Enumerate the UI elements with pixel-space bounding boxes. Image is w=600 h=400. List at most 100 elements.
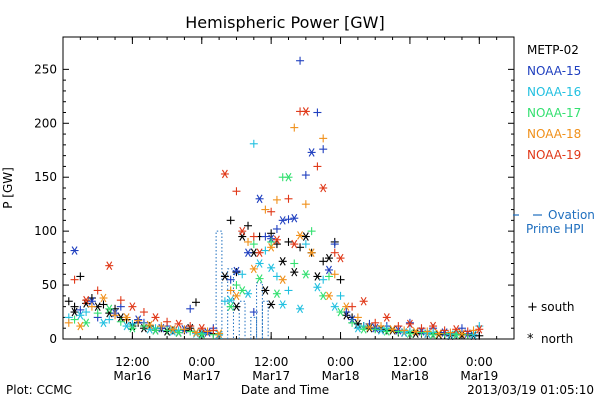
data-points bbox=[64, 56, 484, 341]
south-point bbox=[290, 123, 299, 132]
south-point bbox=[348, 302, 357, 311]
x-tick-label-time: 12:00 bbox=[254, 355, 289, 369]
north-point bbox=[70, 307, 79, 317]
north-point bbox=[99, 318, 108, 328]
south-point bbox=[261, 205, 270, 214]
south-point bbox=[319, 257, 328, 266]
legend: METP-02 NOAA-15 NOAA-16 NOAA-17 NOAA-18 NOAA-… bbox=[527, 43, 581, 162]
south-point bbox=[469, 326, 478, 335]
north-point bbox=[324, 265, 333, 275]
north-point bbox=[336, 307, 345, 317]
north-point bbox=[255, 274, 264, 283]
north-point bbox=[475, 325, 484, 334]
north-point bbox=[301, 107, 310, 116]
south-point bbox=[226, 275, 235, 284]
south-point bbox=[186, 322, 195, 331]
south-point bbox=[272, 272, 281, 281]
model-step bbox=[250, 316, 258, 339]
north-point bbox=[128, 323, 137, 333]
north-point bbox=[307, 148, 316, 157]
north-point bbox=[99, 293, 108, 303]
north-point bbox=[226, 295, 235, 305]
south-point bbox=[377, 322, 386, 331]
north-point bbox=[313, 282, 322, 292]
south-point bbox=[116, 317, 125, 326]
ovation-prime-model-line bbox=[215, 230, 269, 339]
south-point bbox=[180, 325, 189, 334]
south-point bbox=[232, 281, 241, 290]
south-point bbox=[191, 298, 200, 307]
x-tick-label-date: Mar17 bbox=[183, 369, 221, 383]
legend-item: NOAA-19 bbox=[527, 148, 581, 162]
north-point bbox=[122, 313, 131, 322]
south-point bbox=[139, 322, 148, 331]
north-point bbox=[168, 325, 177, 334]
north-point bbox=[290, 239, 299, 249]
south-point bbox=[134, 316, 143, 325]
north-point bbox=[324, 291, 333, 301]
south-point bbox=[116, 296, 125, 305]
south-point bbox=[139, 308, 148, 317]
y-axis: 0 50 100 150 200 250 bbox=[34, 62, 514, 346]
north-point bbox=[365, 322, 374, 332]
south-point bbox=[348, 318, 357, 327]
plot-credit: Plot: CCMC bbox=[6, 383, 72, 397]
model-legend: Ovation Prime HPI bbox=[513, 208, 595, 236]
south-point bbox=[249, 232, 258, 241]
marker-legend: + south * north bbox=[527, 300, 575, 347]
south-point bbox=[440, 326, 449, 335]
south-point bbox=[232, 187, 241, 196]
north-point bbox=[405, 329, 414, 338]
x-tick-label-date: Mar17 bbox=[252, 369, 290, 383]
north-point bbox=[359, 296, 368, 306]
north-point bbox=[434, 329, 443, 338]
x-tick-label-time: 0:00 bbox=[188, 355, 215, 369]
north-point bbox=[278, 216, 287, 225]
north-point bbox=[429, 321, 438, 331]
south-point bbox=[157, 322, 166, 331]
south-point bbox=[405, 318, 414, 327]
south-point bbox=[301, 240, 310, 249]
north-point bbox=[197, 330, 206, 339]
north-point bbox=[82, 295, 91, 305]
north-point bbox=[278, 275, 287, 284]
south-point bbox=[64, 297, 73, 306]
north-point bbox=[272, 289, 281, 298]
model-legend-line1: Ovation bbox=[548, 208, 595, 222]
north-point bbox=[105, 261, 114, 270]
north-point bbox=[296, 304, 305, 314]
south-point bbox=[249, 308, 258, 317]
y-tick-label: 200 bbox=[34, 116, 57, 130]
x-tick-label-time: 0:00 bbox=[466, 355, 493, 369]
south-point bbox=[82, 308, 91, 317]
x-axis: 12:00Mar160:00Mar1712:00Mar170:00Mar1812… bbox=[62, 37, 515, 383]
south-point bbox=[319, 275, 328, 284]
y-axis-label: P [GW] bbox=[1, 167, 15, 209]
south-point bbox=[330, 240, 339, 249]
north-point bbox=[272, 235, 281, 245]
north-point bbox=[284, 172, 293, 182]
north-point bbox=[238, 232, 247, 241]
north-point bbox=[145, 320, 154, 330]
north-point bbox=[128, 302, 137, 311]
south-point bbox=[417, 324, 426, 333]
north-point bbox=[353, 323, 362, 333]
north-point bbox=[319, 183, 328, 193]
marker-legend-south-symbol: + bbox=[527, 300, 538, 315]
south-point bbox=[203, 327, 212, 336]
south-point bbox=[244, 221, 253, 230]
north-point bbox=[191, 329, 200, 338]
north-point bbox=[226, 302, 235, 311]
north-point bbox=[278, 257, 287, 266]
legend-item: NOAA-16 bbox=[527, 85, 581, 99]
north-point bbox=[313, 272, 322, 281]
north-point bbox=[232, 291, 241, 301]
south-point bbox=[111, 311, 120, 320]
south-point bbox=[244, 237, 253, 246]
south-point bbox=[272, 240, 281, 249]
south-point bbox=[319, 145, 328, 154]
north-point bbox=[151, 313, 160, 322]
south-point bbox=[163, 317, 172, 326]
south-point bbox=[423, 327, 432, 336]
